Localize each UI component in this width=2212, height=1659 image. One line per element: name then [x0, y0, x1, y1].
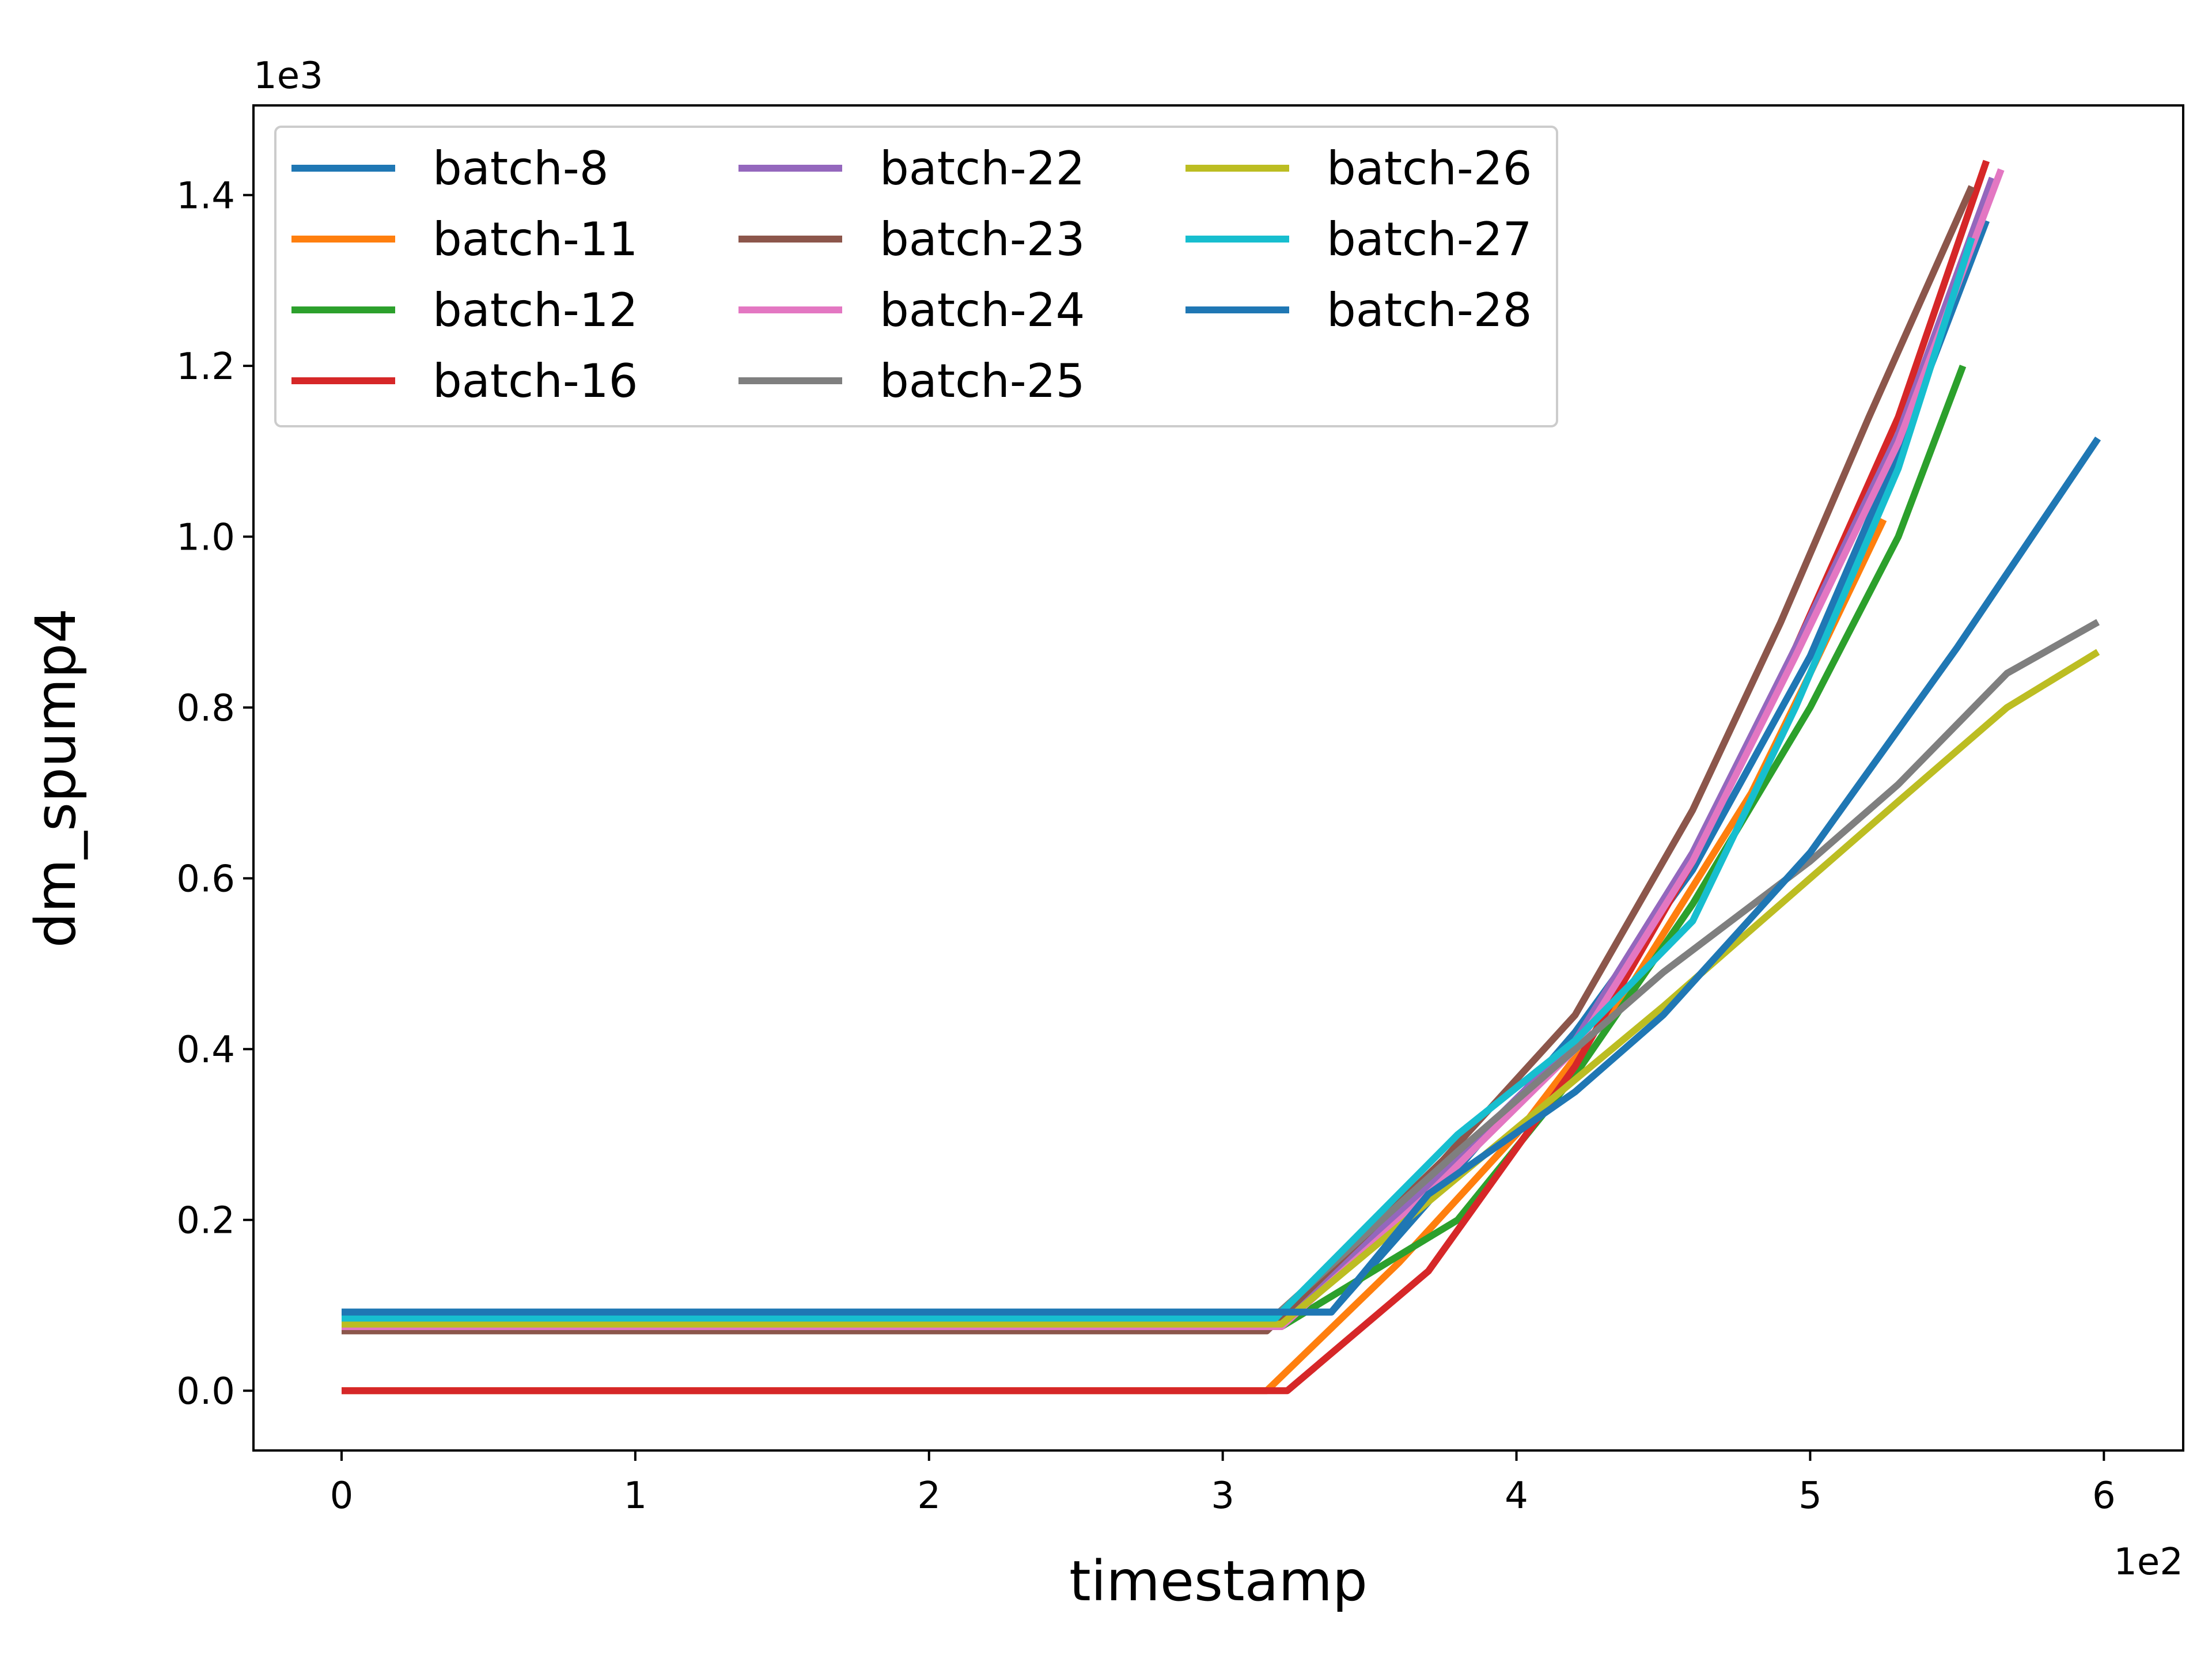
legend-entry-batch-11: batch-11	[291, 213, 638, 266]
legend-label: batch-16	[433, 354, 638, 408]
x-axis-multiplier: 1e2	[2113, 1541, 2183, 1584]
x-tick-label: 2	[917, 1475, 941, 1517]
series-line-batch-28	[342, 436, 2101, 1316]
legend-entry-batch-12: batch-12	[291, 283, 638, 337]
legend-entry-batch-24: batch-24	[738, 283, 1085, 337]
legend-entry-batch-22: batch-22	[738, 142, 1085, 195]
legend-entry-batch-8: batch-8	[291, 142, 609, 195]
y-axis: 0.0 0.2 0.4 0.6 0.8 1.0 1.2 1.4	[176, 175, 253, 1413]
legend-frame	[274, 126, 1558, 427]
y-tick-label: 0.6	[176, 858, 235, 901]
legend-entry-batch-16: batch-16	[291, 354, 638, 408]
legend-entry-batch-25: batch-25	[738, 354, 1085, 408]
y-tick-label: 1.2	[176, 346, 235, 388]
x-tick-label: 3	[1211, 1475, 1234, 1517]
x-tick-label: 0	[330, 1475, 354, 1517]
legend-label: batch-12	[433, 283, 638, 337]
x-tick-label: 1	[624, 1475, 647, 1517]
y-tick-label: 0.8	[176, 687, 235, 730]
y-tick-label: 0.4	[176, 1029, 235, 1071]
x-axis-title: timestamp	[1069, 1549, 1368, 1613]
x-tick-label: 6	[2092, 1475, 2116, 1517]
y-tick-label: 1.0	[176, 517, 235, 559]
series-line-batch-26	[342, 649, 2100, 1328]
legend-items: batch-8 batch-11 batch-12 batch-16 batch-22 b…	[291, 142, 1532, 408]
y-axis-title: dm_spump4	[24, 608, 88, 948]
x-tick-label: 4	[1505, 1475, 1528, 1517]
legend-label: batch-11	[433, 213, 638, 266]
legend-label: batch-25	[880, 354, 1085, 408]
series-line-batch-27	[342, 236, 1975, 1322]
legend-entry-batch-23: batch-23	[738, 213, 1085, 266]
legend-entry-batch-27: batch-27	[1185, 213, 1532, 266]
y-tick-label: 1.4	[176, 175, 235, 218]
x-axis: 0 1 2 3 4 5 6	[330, 1450, 2116, 1517]
plot-frame	[252, 104, 2184, 1452]
y-tick-label: 0.2	[176, 1200, 235, 1243]
legend-label: batch-22	[880, 142, 1085, 195]
legend-entry-batch-28: batch-28	[1185, 283, 1532, 337]
series-line-batch-16	[342, 160, 1990, 1395]
y-tick-label: 0.0	[176, 1370, 235, 1413]
legend-label: batch-23	[880, 213, 1085, 266]
x-tick-label: 5	[1798, 1475, 1822, 1517]
legend-label: batch-24	[880, 283, 1085, 337]
legend-label: batch-8	[433, 142, 609, 195]
legend-label: batch-28	[1327, 283, 1532, 337]
series-layer	[342, 160, 2101, 1395]
legend: batch-8 batch-11 batch-12 batch-16 batch-22 b…	[274, 126, 1558, 427]
legend-label: batch-26	[1327, 142, 1532, 195]
legend-entry-batch-26: batch-26	[1185, 142, 1532, 195]
legend-label: batch-27	[1327, 213, 1532, 266]
y-axis-multiplier: 1e3	[253, 55, 323, 97]
